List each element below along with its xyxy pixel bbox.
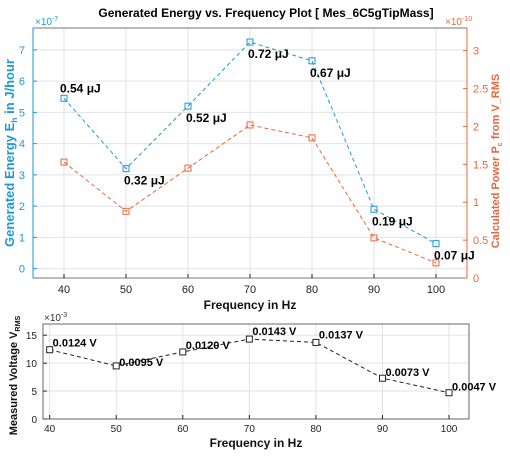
series-line-power [63,124,437,264]
x-axis-label: Frequency in Hz [204,298,297,312]
energy-data-label: 0.32 μJ [124,174,165,188]
y-right-tick-label: 1 [473,197,479,209]
plot-frame [42,323,470,420]
x-tick-label: 70 [244,284,256,296]
y-left-tick-label: 1 [19,232,25,244]
x-tick-label: 100 [441,424,458,435]
x-tick-label: 40 [44,424,56,435]
y-right-tick-label: 2.5 [473,84,488,96]
y-left-tick-label: 4 [19,139,25,151]
energy-data-label: 0.52 μJ [186,111,227,125]
energy-data-label: 0.67 μJ [310,66,351,80]
power-marker [370,234,378,242]
y-right-tick-label: 1.5 [473,159,488,171]
x-tick-label: 70 [244,424,256,435]
y-tick-label: 5 [31,387,37,398]
series-line-energy [63,41,437,245]
x-tick-label: 80 [310,424,322,435]
x-tick-label: 60 [177,424,189,435]
x-tick-label: 50 [111,424,123,435]
x-tick-label: 50 [120,284,132,296]
y-axis-label: Measured Voltage VRMS [8,315,22,435]
y-left-tick-label: 6 [19,76,25,88]
y-left-tick-label: 5 [19,107,25,119]
energy-data-label: 0.19 μJ [372,214,413,228]
x-tick-label: 80 [306,284,318,296]
voltage-data-label: 0.0124 V [53,338,98,350]
energy-marker [184,102,192,110]
power-marker [184,164,192,172]
y-exponent: ×10-3 [44,312,67,324]
voltage-marker [312,338,320,346]
energy-data-label: 0.07 μJ [434,249,475,263]
voltage-data-label: 0.0143 V [252,326,297,338]
voltage-marker [245,335,253,343]
y-tick-label: 0 [31,415,37,426]
y-tick-label: 10 [26,359,38,370]
y-left-exponent: ×10-7 [35,16,58,28]
energy-marker [370,205,378,213]
voltage-data-label: 0.0120 V [186,340,231,352]
energy-marker [432,240,440,248]
voltage-chart: 0 5 10 15 40 50 60 70 80 90 100 Frequency in Hz ×10-… [8,312,497,450]
y-right-tick-label: 3 [473,46,479,58]
voltage-data-label: 0.0137 V [319,329,364,341]
x-tick-label: 60 [182,284,194,296]
x-axis-label: Frequency in Hz [210,436,303,450]
voltage-marker [378,374,386,382]
y-right-exponent: ×10-10 [445,16,472,28]
power-marker [122,207,130,215]
x-tick-label: 100 [427,284,445,296]
energy-power-chart: Generated Energy vs. Frequency Plot [ Me… [2,6,504,312]
power-marker [432,259,440,267]
voltage-marker [112,362,120,370]
y-right-axis-label: Calculated Power Pc from V_RMS [490,74,504,249]
energy-data-label: 0.54 μJ [60,81,101,95]
voltage-data-label: 0.0073 V [385,367,430,379]
voltage-marker [179,348,187,356]
y-right-tick-label: 0 [473,273,479,285]
voltage-data-label: 0.0047 V [452,382,497,394]
x-tick-label: 40 [58,284,70,296]
energy-marker [246,38,254,46]
power-marker [308,134,316,142]
y-left-tick-label: 0 [19,264,25,276]
y-left-axis-label: Generated Energy Eh in J/hour [2,59,19,247]
y-right-tick-label: 0.5 [473,235,488,247]
energy-data-label: 0.72 μJ [248,47,289,61]
y-left-tick-label: 7 [19,45,25,57]
voltage-marker [445,389,453,397]
y-tick-label: 15 [26,331,38,342]
energy-marker [308,57,316,65]
power-marker [60,158,68,166]
chart-title: Generated Energy vs. Frequency Plot [ Me… [98,6,433,20]
x-tick-label: 90 [377,424,389,435]
voltage-data-label: 0.0095 V [119,357,164,369]
y-right-tick-label: 2 [473,121,479,133]
y-left-tick-label: 2 [19,201,25,213]
energy-marker [60,94,68,102]
x-tick-label: 90 [368,284,380,296]
voltage-marker [46,346,54,354]
y-left-tick-label: 3 [19,170,25,182]
energy-marker [122,165,130,173]
power-marker [246,121,254,129]
